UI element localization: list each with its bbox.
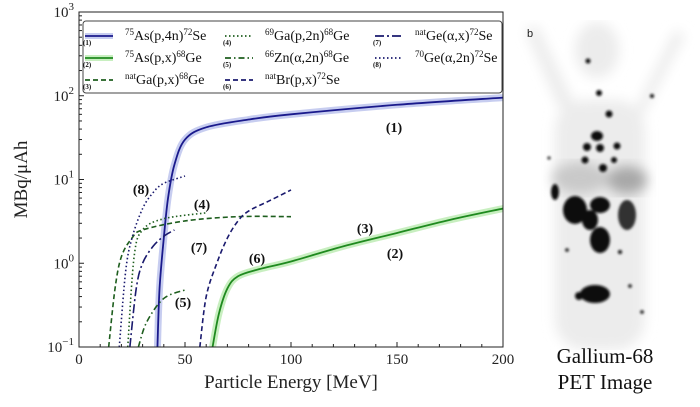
x-axis-label: Particle Energy [MeV]	[204, 372, 378, 393]
legend-number: (6)	[223, 83, 232, 91]
legend-item-8: (8) 70Ge(α,2n)72Se	[373, 49, 497, 69]
legend-item-5: (5) 66Zn(α,2n)68Ge	[223, 49, 349, 69]
legend-label: 69Ga(p,2n)68Ge	[265, 27, 349, 44]
series-line-7	[129, 229, 175, 347]
y-tick-label: 100	[54, 252, 75, 272]
legend: (1) 75As(p,4n)72Se (2) 75As(p,x)68Ge (3) natG…	[82, 20, 503, 94]
legend-item-2: (2) 75As(p,x)68Ge	[83, 49, 202, 69]
series-group	[107, 94, 503, 347]
legend-item-4: (4) 69Ga(p,2n)68Ge	[223, 27, 349, 47]
legend-label: 75As(p,4n)72Se	[125, 27, 206, 44]
legend-label: 70Ge(α,2n)72Se	[415, 49, 497, 66]
legend-item-1: (1) 75As(p,4n)72Se	[83, 27, 206, 47]
legend-number: (2)	[83, 61, 92, 69]
y-tick-label: 102	[54, 85, 75, 105]
legend-label: natGa(p,x)68Ge	[125, 71, 204, 88]
y-tick-label: 103	[54, 1, 75, 21]
legend-label: natBr(p,x)72Se	[265, 71, 340, 88]
legend-label: 75As(p,x)68Ge	[125, 49, 202, 66]
x-tick-label: 150	[386, 352, 409, 368]
x-tick-label: 200	[492, 352, 515, 368]
legend-item-6: (6) natBr(p,x)72Se	[223, 71, 340, 91]
series-line-2	[211, 207, 503, 347]
series-line-5	[137, 289, 186, 347]
legend-number: (3)	[83, 83, 92, 91]
legend-label: 66Zn(α,2n)68Ge	[265, 49, 349, 66]
pet-caption-line1: Gallium-68	[556, 344, 654, 368]
pet-caption-line2: PET Image	[557, 370, 653, 394]
legend-number: (7)	[373, 39, 382, 47]
curve-label-8: (8)	[133, 183, 150, 198]
x-tick-label: 100	[280, 352, 303, 368]
legend-number: (4)	[223, 39, 232, 47]
legend-item-3: (3) natGa(p,x)68Ge	[83, 71, 204, 91]
x-tick-label: 0	[75, 352, 83, 368]
pet-scan-image	[525, 22, 685, 350]
curve-label-2: (2)	[387, 247, 404, 262]
cross-section-chart: 0 50 100 150 200 10−1 100 101 102 103 Particle Ene…	[11, 1, 515, 393]
legend-number: (8)	[373, 61, 382, 69]
legend-box	[82, 20, 503, 94]
x-tick-label: 50	[178, 352, 193, 368]
legend-item-7: (7) natGe(α,x)72Se	[373, 27, 492, 47]
curve-label-6: (6)	[249, 252, 266, 267]
series-line-8	[118, 175, 186, 347]
curve-label-3: (3)	[357, 222, 374, 237]
legend-label: natGe(α,x)72Se	[415, 27, 492, 44]
y-axis-label: MBq/μAh	[11, 140, 32, 218]
legend-number: (5)	[223, 61, 232, 69]
series-line-1	[156, 96, 503, 347]
panel-label: b	[527, 28, 534, 40]
y-tick-label: 10−1	[47, 336, 74, 356]
series-line-3	[107, 215, 292, 347]
curve-label-5: (5)	[175, 296, 192, 311]
curve-label-4: (4)	[194, 198, 211, 213]
series-line-6	[199, 189, 292, 347]
legend-number: (1)	[83, 39, 92, 47]
curve-label-1: (1)	[386, 121, 403, 136]
y-tick-label: 101	[54, 169, 75, 189]
curve-label-7: (7)	[191, 241, 208, 256]
